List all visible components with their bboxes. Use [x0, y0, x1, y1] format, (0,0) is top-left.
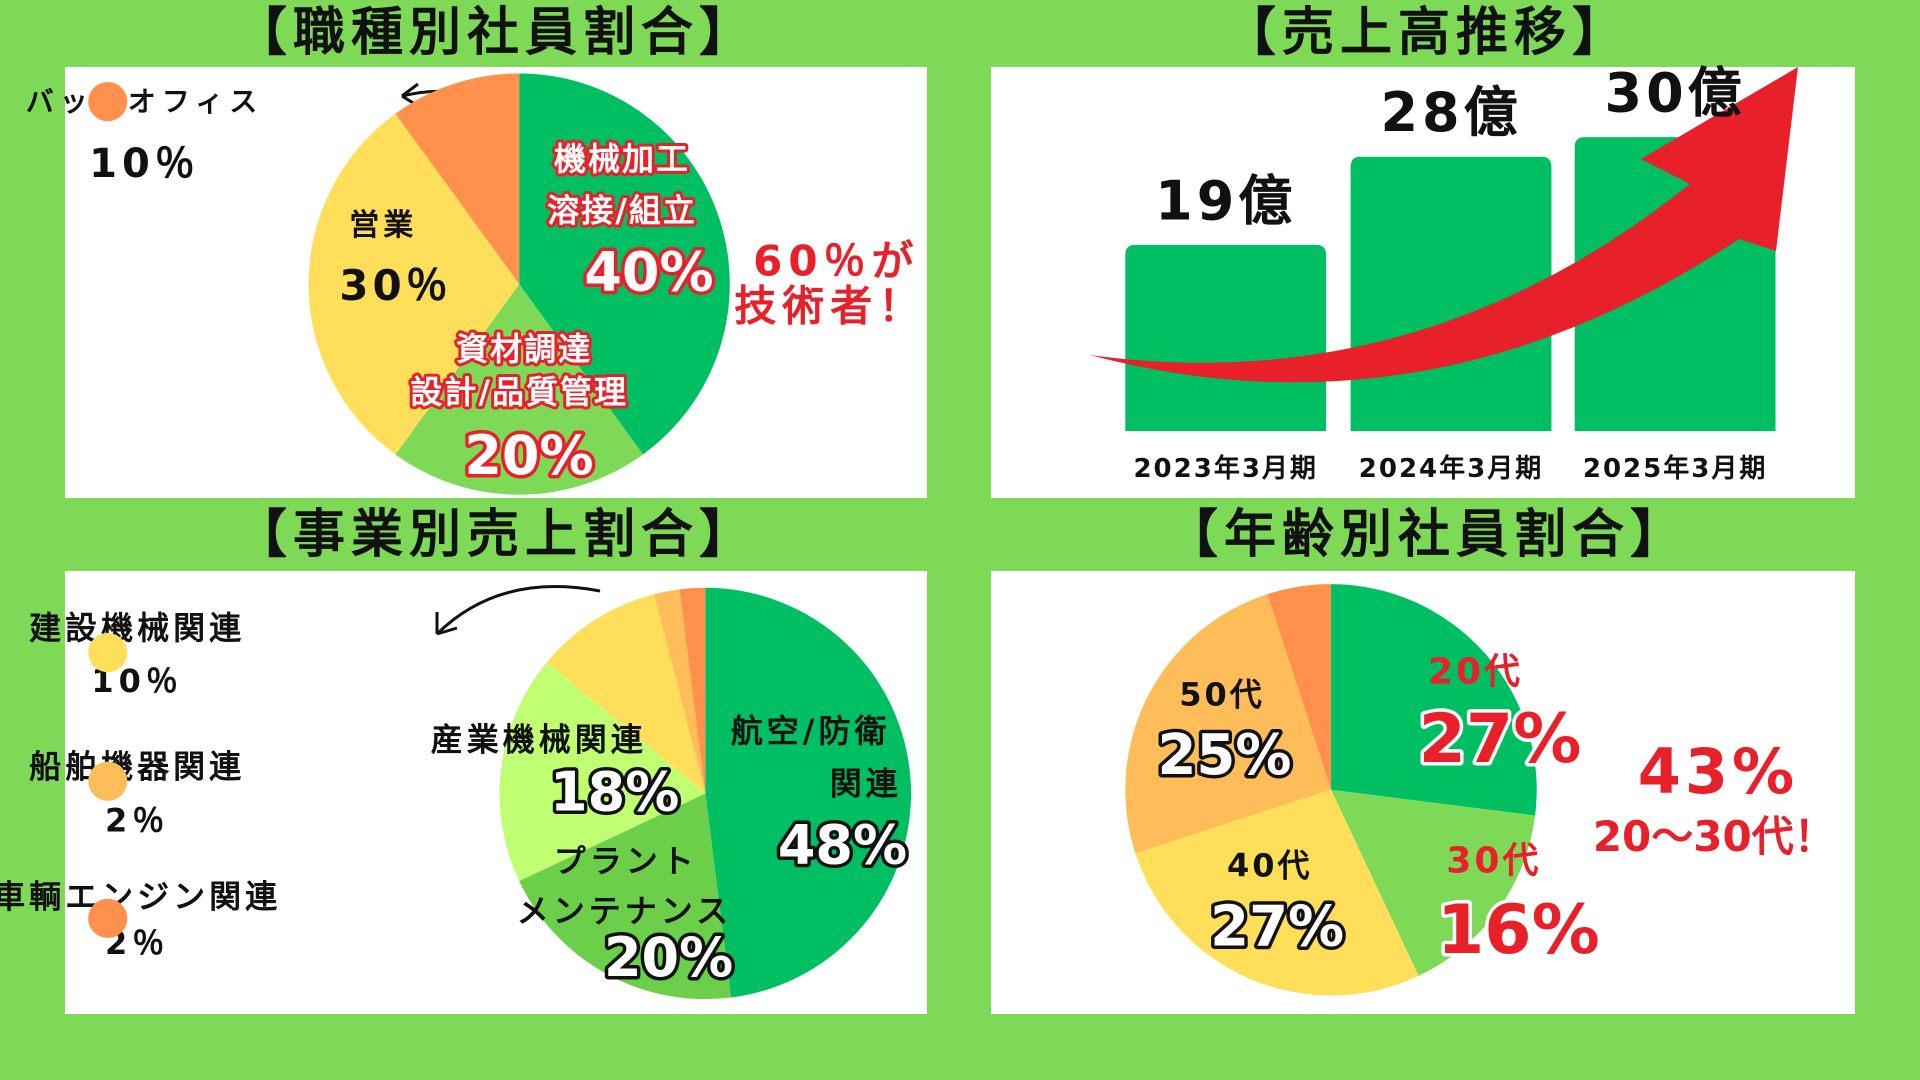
value-label: 18%: [550, 761, 679, 824]
slice-label: 車輌エンジン関連: [0, 877, 281, 915]
chart-title: 【売上高推移】: [1224, 3, 1630, 63]
annotation: 60％が: [753, 236, 919, 285]
annotation: 20〜30代！: [1593, 812, 1836, 861]
value-label: 2％: [105, 801, 169, 839]
pie-slice: [546, 594, 706, 794]
legend-swatch: [88, 898, 128, 938]
pie-slice: [1267, 584, 1332, 790]
value-label: 19億: [1155, 169, 1296, 232]
pie-slice: [1331, 584, 1537, 816]
value-label: 40%: [584, 240, 713, 303]
value-label: 48%: [778, 813, 907, 876]
x-tick-label: 2025年3月期: [1583, 453, 1767, 484]
pie-slice: [519, 73, 730, 455]
pie-slice: [499, 662, 706, 882]
slice-label: 営業: [349, 208, 417, 243]
slice-label: 50代: [1179, 675, 1265, 713]
value-label: 28億: [1380, 81, 1521, 144]
pie-slice: [308, 113, 520, 455]
value-label: 20%: [604, 926, 733, 989]
pie-slice: [705, 587, 912, 998]
pie-slice: [395, 73, 520, 285]
value-label: 10％: [89, 141, 200, 187]
slice-label: 40代: [1227, 847, 1313, 885]
chart-title: 【職種別社員割合】: [235, 3, 757, 63]
legend-swatch: [88, 633, 128, 673]
slice-label: 機械加工: [554, 140, 690, 178]
value-label: 20%: [464, 424, 593, 487]
slice-label: プラント: [554, 842, 698, 880]
pie-slice: [679, 587, 706, 794]
pie-slice: [1135, 789, 1419, 996]
value-label: 25%: [1157, 723, 1291, 788]
slice-label: 20代: [1428, 652, 1523, 693]
slice-label: 溶接/組立: [547, 192, 697, 230]
annotation: 43%: [1638, 735, 1798, 808]
chart-title: 【事業別売上割合】: [235, 505, 757, 565]
legend-swatch: [88, 761, 128, 801]
slice-label: 航空/防衛: [731, 712, 891, 750]
x-tick-label: 2024年3月期: [1359, 453, 1543, 484]
value-label: 30億: [1605, 62, 1746, 125]
pie-slice: [654, 589, 706, 794]
value-label: 30％: [339, 261, 451, 310]
slice-label: 船舶機器関連: [29, 748, 245, 786]
slice-label: メンテナンス: [517, 892, 732, 930]
chart-title: 【年齢別社員割合】: [1166, 505, 1688, 565]
bar: [1125, 244, 1327, 432]
value-label: 27%: [1210, 894, 1344, 959]
pointer-arrow: [435, 585, 601, 636]
slice-label: 産業機械関連: [431, 721, 647, 759]
slice-label: 建設機械関連: [29, 609, 245, 647]
slice-label: 資材調達: [456, 330, 592, 368]
x-tick-label: 2023年3月期: [1133, 453, 1317, 484]
pie-slice: [519, 793, 732, 1000]
legend-swatch: [88, 82, 128, 122]
pie-slice: [395, 284, 643, 495]
value-label: 16%: [1437, 891, 1600, 970]
value-label: 27%: [1419, 700, 1582, 779]
slice-label: 関連: [830, 765, 902, 803]
pie-slice: [1331, 789, 1536, 976]
pie-slice: [1125, 594, 1332, 854]
slice-label: 設計/品質管理: [410, 373, 628, 411]
slice-label: 30代: [1446, 840, 1541, 881]
growth-arrow: [1090, 67, 1798, 383]
slice-label: バックオフィス: [26, 85, 263, 118]
annotation: 技術者！: [734, 282, 926, 331]
